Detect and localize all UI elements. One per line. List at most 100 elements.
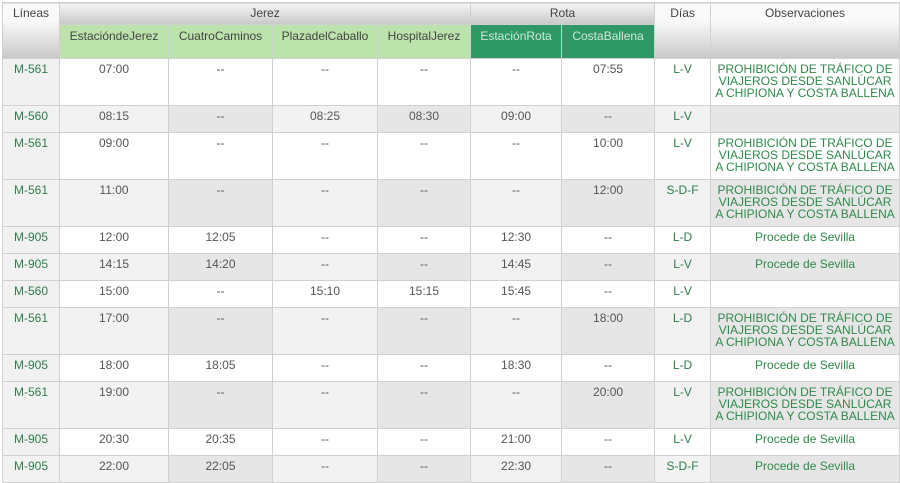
time-cell: -- <box>272 179 378 227</box>
observation-cell: PROHIBICIÓN DE TRÁFICO DE VIAJEROS DESDE… <box>710 179 900 227</box>
time-cell: -- <box>168 179 273 227</box>
line-cell[interactable]: M-560 <box>2 105 60 133</box>
header-stop: HospitalJerez <box>376 24 472 59</box>
line-cell[interactable]: M-561 <box>2 179 60 227</box>
time-cell: 15:15 <box>376 280 472 308</box>
time-cell: 22:30 <box>470 455 563 483</box>
table-row: M-560 15:00 -- 15:10 15:15 15:45 -- L-V <box>2 280 900 308</box>
time-cell: 08:15 <box>59 105 169 133</box>
line-cell[interactable]: M-560 <box>2 280 60 308</box>
observation-cell <box>710 105 900 133</box>
time-cell: -- <box>272 226 378 254</box>
line-cell[interactable]: M-561 <box>2 381 60 429</box>
days-cell: L-V <box>654 253 712 281</box>
time-cell: -- <box>376 381 472 429</box>
time-cell: 18:00 <box>561 307 656 355</box>
observation-cell: Procede de Sevilla <box>710 226 900 254</box>
time-cell: -- <box>272 253 378 281</box>
time-cell: -- <box>168 381 273 429</box>
line-cell[interactable]: M-561 <box>2 307 60 355</box>
time-cell: 17:00 <box>59 307 169 355</box>
time-cell: -- <box>376 455 472 483</box>
header-stop: EstacióndeJerez <box>59 24 169 59</box>
time-cell: -- <box>272 58 378 106</box>
line-cell[interactable]: M-905 <box>2 253 60 281</box>
table-row: M-905 22:00 22:05 -- -- 22:30 -- S-D-F Procede d… <box>2 455 900 483</box>
time-cell: -- <box>376 58 472 106</box>
observation-cell: PROHIBICIÓN DE TRÁFICO DE VIAJEROS DESDE… <box>710 132 900 180</box>
line-cell[interactable]: M-905 <box>2 455 60 483</box>
header-observaciones: Observaciones <box>710 2 900 59</box>
time-cell: -- <box>561 455 656 483</box>
time-cell: -- <box>561 105 656 133</box>
line-cell[interactable]: M-905 <box>2 354 60 382</box>
time-cell: 14:20 <box>168 253 273 281</box>
time-cell: -- <box>168 58 273 106</box>
line-cell[interactable]: M-905 <box>2 226 60 254</box>
observation-cell: Procede de Sevilla <box>710 428 900 456</box>
time-cell: -- <box>561 253 656 281</box>
days-cell: L-D <box>654 226 712 254</box>
time-cell: -- <box>168 105 273 133</box>
observation-cell: Procede de Sevilla <box>710 253 900 281</box>
time-cell: -- <box>272 354 378 382</box>
table-row: M-905 14:15 14:20 -- -- 14:45 -- L-V Procede de … <box>2 253 900 281</box>
table-row: M-905 18:00 18:05 -- -- 18:30 -- L-D Procede de … <box>2 354 900 382</box>
table-row: M-561 07:00 -- -- -- -- 07:55 L-V PROHIBICIÓN DE… <box>2 58 900 106</box>
time-cell: 22:00 <box>59 455 169 483</box>
line-cell[interactable]: M-905 <box>2 428 60 456</box>
days-cell: L-D <box>654 354 712 382</box>
days-cell: S-D-F <box>654 455 712 483</box>
time-cell: -- <box>272 307 378 355</box>
line-cell[interactable]: M-561 <box>2 132 60 180</box>
time-cell: -- <box>470 381 563 429</box>
days-cell: L-V <box>654 381 712 429</box>
table-row: M-561 17:00 -- -- -- -- 18:00 L-D PROHIBICIÓN DE… <box>2 307 900 355</box>
time-cell: 20:35 <box>168 428 273 456</box>
time-cell: 18:05 <box>168 354 273 382</box>
time-cell: -- <box>272 428 378 456</box>
time-cell: 22:05 <box>168 455 273 483</box>
header-stop: PlazadelCaballo <box>272 24 378 59</box>
time-cell: 10:00 <box>561 132 656 180</box>
time-cell: -- <box>376 354 472 382</box>
observation-cell: Procede de Sevilla <box>710 455 900 483</box>
days-cell: L-V <box>654 280 712 308</box>
time-cell: 14:15 <box>59 253 169 281</box>
time-cell: -- <box>168 132 273 180</box>
line-cell[interactable]: M-561 <box>2 58 60 106</box>
time-cell: 18:00 <box>59 354 169 382</box>
observation-cell: PROHIBICIÓN DE TRÁFICO DE VIAJEROS DESDE… <box>710 307 900 355</box>
time-cell: 19:00 <box>59 381 169 429</box>
time-cell: -- <box>376 253 472 281</box>
time-cell: -- <box>376 132 472 180</box>
time-cell: 12:00 <box>59 226 169 254</box>
header-jerez: Jerez <box>58 2 472 25</box>
time-cell: 09:00 <box>470 105 563 133</box>
time-cell: -- <box>168 280 273 308</box>
table-row: M-905 20:30 20:35 -- -- 21:00 -- L-V Procede de … <box>2 428 900 456</box>
time-cell: -- <box>561 428 656 456</box>
table-row: M-560 08:15 -- 08:25 08:30 09:00 -- L-V <box>2 105 900 133</box>
time-cell: 07:00 <box>59 58 169 106</box>
time-cell: 08:30 <box>376 105 472 133</box>
time-cell: -- <box>561 280 656 308</box>
table-row: M-561 09:00 -- -- -- -- 10:00 L-V PROHIBICIÓN DE… <box>2 132 900 180</box>
table-row: M-561 19:00 -- -- -- -- 20:00 L-V PROHIBICIÓN DE… <box>2 381 900 429</box>
time-cell: -- <box>376 226 472 254</box>
time-cell: 12:05 <box>168 226 273 254</box>
time-cell: -- <box>376 179 472 227</box>
time-cell: -- <box>376 307 472 355</box>
header-dias: Días <box>654 2 712 59</box>
time-cell: 18:30 <box>470 354 563 382</box>
time-cell: -- <box>470 58 563 106</box>
days-cell: L-V <box>654 105 712 133</box>
time-cell: 07:55 <box>561 58 656 106</box>
header-stop: CostaBallena <box>561 24 656 59</box>
header-stop: EstaciónRota <box>470 24 563 59</box>
time-cell: 15:45 <box>470 280 563 308</box>
time-cell: -- <box>272 455 378 483</box>
observation-cell: PROHIBICIÓN DE TRÁFICO DE VIAJEROS DESDE… <box>710 381 900 429</box>
time-cell: 21:00 <box>470 428 563 456</box>
